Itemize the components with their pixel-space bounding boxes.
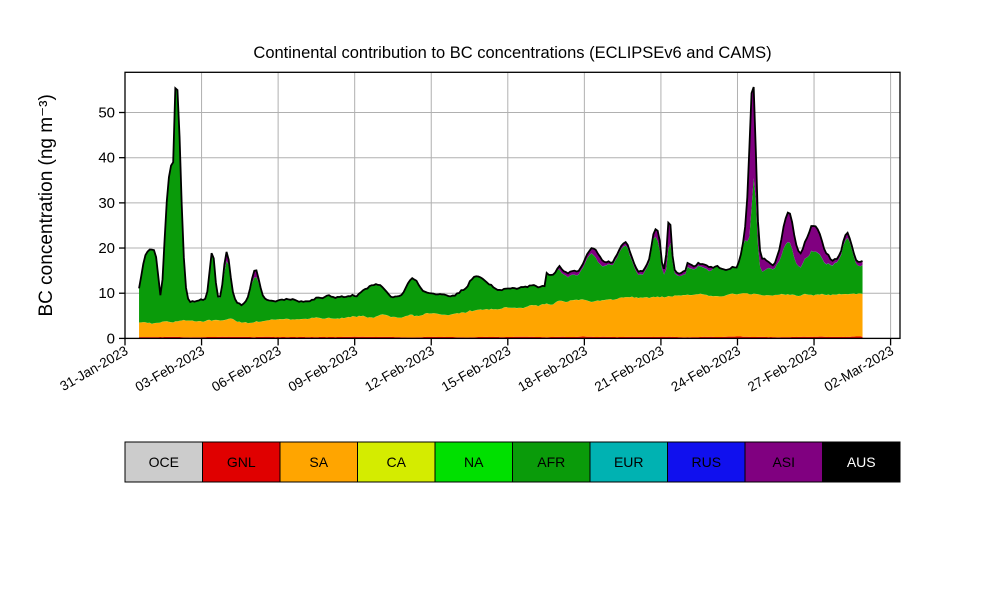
svg-text:0: 0: [107, 330, 115, 347]
svg-text:SA: SA: [309, 454, 328, 470]
svg-text:Continental contribution to BC: Continental contribution to BC concentra…: [253, 44, 771, 62]
svg-text:10: 10: [98, 285, 115, 302]
svg-text:OCE: OCE: [149, 454, 179, 470]
svg-text:20: 20: [98, 240, 115, 257]
svg-text:30: 30: [98, 195, 115, 212]
svg-text:40: 40: [98, 150, 115, 167]
svg-text:CA: CA: [387, 454, 407, 470]
svg-text:EUR: EUR: [614, 454, 644, 470]
svg-text:BC concentration (ng m⁻³): BC concentration (ng m⁻³): [36, 94, 57, 316]
svg-text:RUS: RUS: [691, 454, 721, 470]
svg-text:AFR: AFR: [537, 454, 565, 470]
svg-text:50: 50: [98, 105, 115, 122]
svg-text:AUS: AUS: [847, 454, 876, 470]
svg-text:ASI: ASI: [772, 454, 795, 470]
svg-text:NA: NA: [464, 454, 484, 470]
svg-text:GNL: GNL: [227, 454, 256, 470]
